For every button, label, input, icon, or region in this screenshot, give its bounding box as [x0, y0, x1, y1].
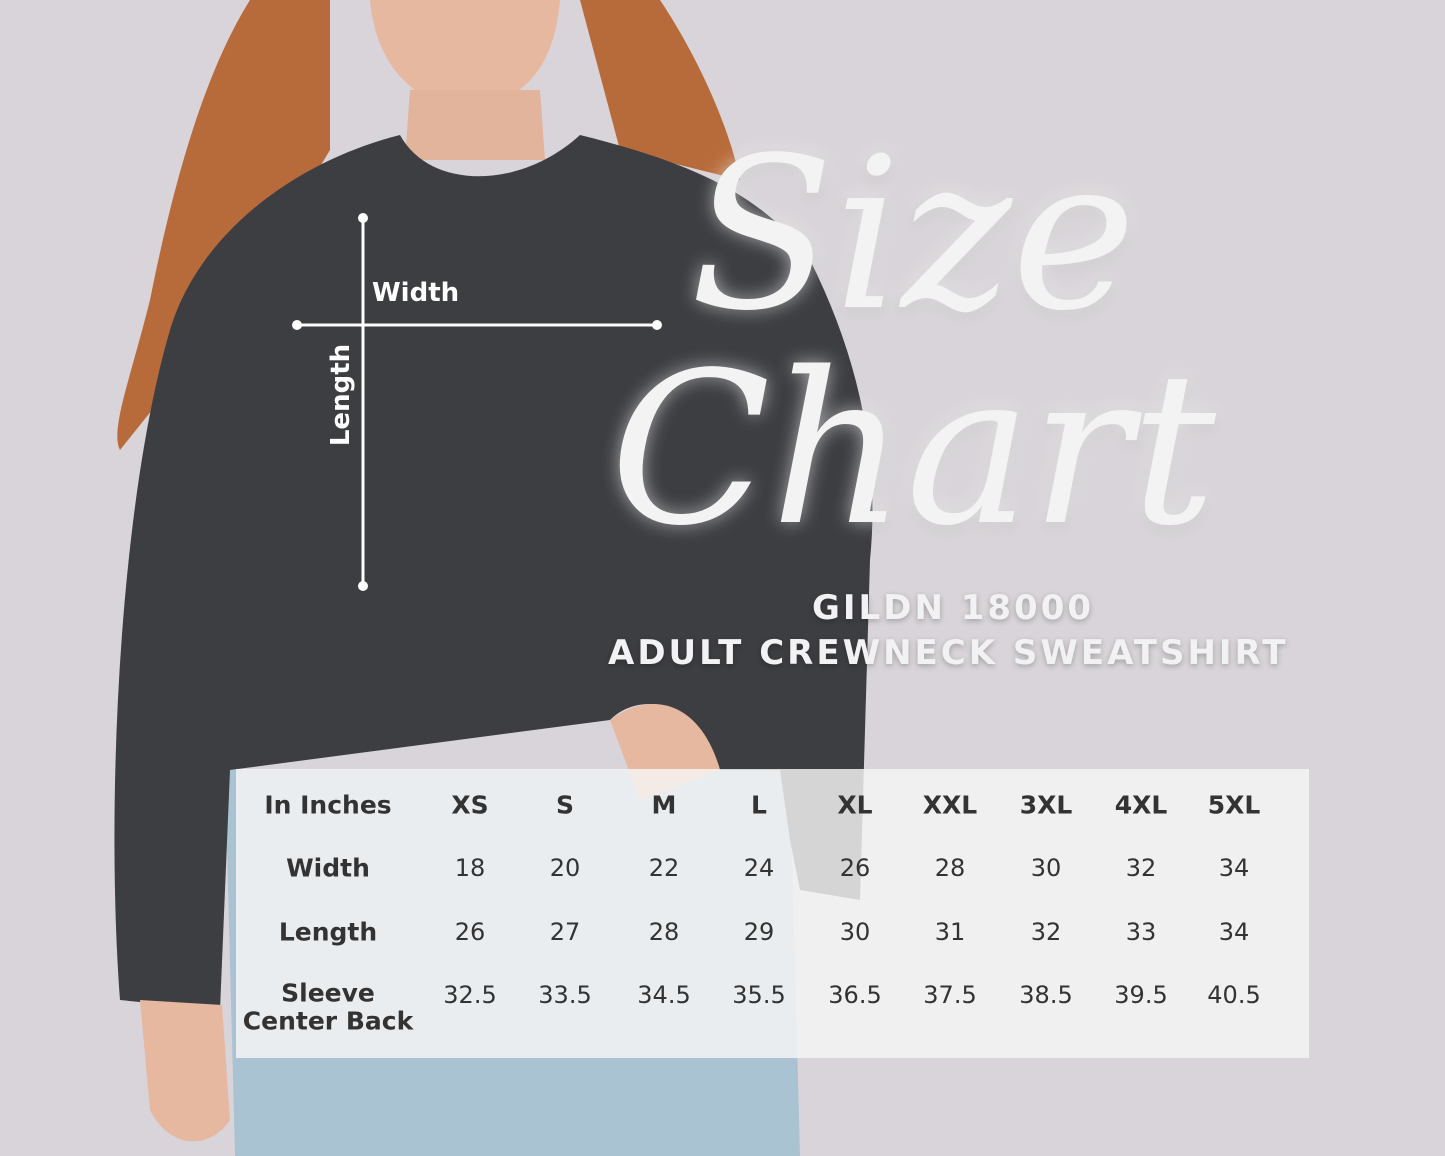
size-table: In Inches XS S M L XL XXL 3XL 4XL 5XL Width 18 20 22 2…: [236, 769, 1309, 1058]
table-cell: 35.5: [732, 980, 786, 1009]
measure-endpoint: [358, 581, 368, 591]
table-cell: 26: [454, 917, 486, 946]
size-header: S: [555, 790, 575, 820]
table-cell: 30: [839, 917, 871, 946]
width-label: Width: [372, 278, 460, 308]
product-name: ADULT CREWNECK SWEATSHIRT: [608, 633, 1289, 673]
size-header: XXL: [922, 790, 978, 820]
table-cell: 40.5: [1207, 980, 1261, 1009]
table-cell: 34: [1218, 917, 1250, 946]
size-header: 3XL: [1019, 790, 1073, 820]
measure-endpoint: [652, 320, 662, 330]
row-label: Sleeve Center Back: [242, 978, 414, 1035]
size-header: M: [651, 790, 677, 820]
table-cell: 34: [1218, 853, 1250, 882]
table-cell: 33.5: [538, 980, 592, 1009]
table-corner-header: In Inches: [264, 790, 392, 820]
size-header: L: [751, 790, 767, 820]
face: [370, 0, 560, 110]
table-cell: 28: [648, 917, 680, 946]
measure-endpoint: [292, 320, 302, 330]
size-header: XL: [837, 790, 873, 820]
title-size: Size: [690, 112, 1136, 357]
measure-endpoint: [358, 213, 368, 223]
table-cell: 22: [648, 853, 680, 882]
table-cell: 18: [454, 853, 486, 882]
size-header: XS: [451, 790, 489, 820]
length-label: Length: [326, 343, 357, 447]
table-cell: 24: [743, 853, 775, 882]
size-header: 4XL: [1114, 790, 1168, 820]
table-cell: 33: [1125, 917, 1157, 946]
table-cell: 31: [934, 917, 966, 946]
table-cell: 27: [549, 917, 581, 946]
table-cell: 20: [549, 853, 581, 882]
hand-left: [140, 1000, 230, 1142]
table-cell: 28: [934, 853, 966, 882]
row-label: Length: [278, 917, 378, 947]
hair: [117, 0, 740, 450]
table-cell: 32.5: [443, 980, 497, 1009]
table-cell: 26: [839, 853, 871, 882]
table-cell: 37.5: [923, 980, 977, 1009]
row-label: Width: [286, 853, 370, 883]
table-cell: 30: [1030, 853, 1062, 882]
product-model: GILDN 18000: [812, 588, 1095, 628]
table-cell: 32: [1030, 917, 1062, 946]
table-cell: 29: [743, 917, 775, 946]
table-cell: 32: [1125, 853, 1157, 882]
size-header: 5XL: [1207, 790, 1261, 820]
table-cell: 39.5: [1114, 980, 1168, 1009]
title-chart: Chart: [610, 327, 1216, 572]
neck: [405, 90, 545, 160]
sweatshirt: [114, 135, 873, 1010]
table-cell: 34.5: [637, 980, 691, 1009]
table-cell: 36.5: [828, 980, 882, 1009]
table-cell: 38.5: [1019, 980, 1073, 1009]
